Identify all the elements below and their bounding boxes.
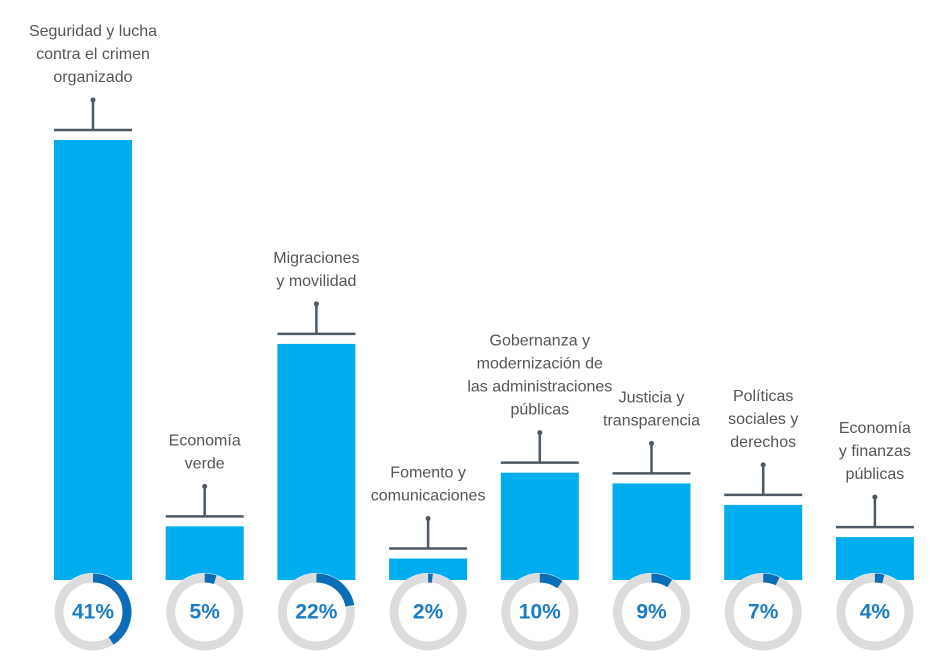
ring-arc (54, 573, 132, 651)
value-label: 7% (748, 601, 779, 624)
stem-dot (202, 483, 208, 489)
category-label: Seguridad y lucha contra el crimen organiz… (29, 23, 157, 86)
category-label: Economía verde (169, 432, 241, 472)
value-label: 41% (72, 601, 114, 624)
stem-dot (760, 462, 766, 468)
ring-arc (166, 573, 244, 651)
value-label: 5% (190, 601, 221, 624)
bar (54, 140, 132, 580)
category-label: Fomento y comunicaciones (371, 465, 486, 505)
stem-dot (537, 430, 543, 436)
stem-dot (425, 516, 431, 522)
bar (724, 504, 803, 580)
ring-arc (613, 573, 690, 651)
stem-dot (313, 301, 319, 307)
stem-dot (649, 440, 654, 446)
bar (389, 558, 468, 580)
category-label: Políticas sociales y derechos (728, 388, 798, 451)
category-label: Migraciones y movilidad (273, 250, 359, 290)
bar (835, 537, 914, 580)
ring-arc (277, 573, 355, 651)
category-label: Gobernanza y modernización de las administ… (467, 333, 612, 419)
ring-arc (389, 573, 467, 651)
ring-arc (724, 573, 802, 651)
value-label: 4% (860, 601, 891, 624)
bar (165, 526, 244, 580)
value-label: 10% (519, 601, 561, 624)
category-label: Justicia y transparencia (603, 389, 700, 429)
ring-arc (836, 573, 914, 651)
stem-dot (872, 494, 878, 500)
value-label: 22% (295, 601, 337, 624)
bar (500, 472, 579, 580)
category-label: Economía y finanzas públicas (839, 420, 911, 483)
value-label: 2% (413, 601, 444, 624)
value-label: 9% (636, 601, 667, 624)
bar (277, 343, 356, 580)
bar (612, 483, 691, 580)
ring-arc (501, 573, 579, 651)
stem-dot (90, 97, 96, 103)
